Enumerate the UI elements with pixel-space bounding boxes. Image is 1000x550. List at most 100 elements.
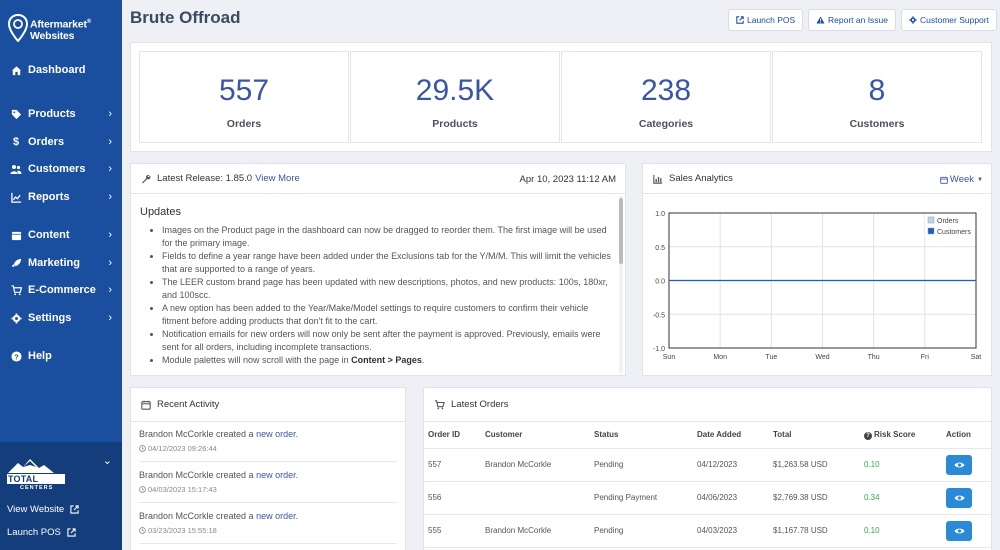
calendar-icon [141, 400, 151, 410]
clock-icon [139, 527, 146, 534]
y-tick-label: 1.0 [655, 211, 665, 218]
logo-reg: ® [86, 19, 91, 25]
legend-swatch [927, 216, 935, 224]
chevron-right-icon: › [108, 136, 112, 148]
external-link-icon [70, 505, 79, 514]
stat-label: Orders [226, 118, 262, 130]
order-date: 04/06/2023 [693, 481, 769, 515]
calendar-icon [10, 229, 22, 241]
x-tick-label: Thu [868, 354, 880, 361]
sidebar-item-dashboard[interactable]: Dashboard [0, 59, 122, 81]
eye-icon [953, 528, 965, 533]
logo-line1: Aftermarket [30, 18, 87, 31]
sidebar-item-settings[interactable]: Settings › [0, 307, 122, 329]
view-order-button[interactable] [946, 520, 972, 541]
launch-pos-link[interactable]: Launch POS [7, 527, 76, 538]
scrollbar[interactable] [619, 196, 623, 373]
customer-support-button[interactable]: Customer Support [901, 9, 997, 31]
order-risk: 0.10 [860, 514, 942, 548]
latest-orders-panel: Latest Orders Order ID Customer Status D… [423, 387, 992, 550]
sidebar-item-label: Settings [28, 312, 72, 324]
list-item: Brandon McCorkle created a new order. 04… [139, 463, 397, 503]
stat-customers: 8 Customers [772, 51, 982, 143]
sidebar-item-label: Marketing [28, 257, 80, 269]
external-link-icon [736, 16, 744, 24]
sidebar-item-customers[interactable]: Customers › [0, 158, 122, 180]
sidebar-item-reports[interactable]: Reports › [0, 186, 122, 208]
release-date: Apr 10, 2023 11:12 AM [519, 174, 616, 185]
col-date-added: Date Added [693, 422, 769, 449]
cart-icon [10, 284, 22, 296]
sidebar-item-e-commerce[interactable]: E-Commerce › [0, 279, 122, 301]
tag-icon [10, 108, 22, 120]
sales-analytics-panel: Sales Analytics Week ▼ 1.0 0.5 0.0 -0.5 -1.0… [642, 163, 992, 376]
activity-end: . [295, 511, 299, 521]
activity-time: 03/23/2023 15:55:18 [148, 526, 217, 535]
stat-products: 29.5K Products [350, 51, 560, 143]
y-tick-label: 0.0 [655, 279, 665, 286]
map-pin-logo-icon [8, 14, 28, 42]
gear-icon [10, 312, 22, 324]
home-icon [10, 64, 22, 76]
activity-end: . [295, 429, 299, 439]
clock-icon [139, 486, 146, 493]
orders-table: Order ID Customer Status Date Added Tota… [424, 422, 992, 548]
chevron-right-icon: › [108, 163, 112, 175]
launch-pos-button[interactable]: Launch POS [728, 9, 804, 31]
period-dropdown[interactable]: Week ▼ [940, 174, 983, 185]
order-status: Pending [590, 448, 693, 482]
sidebar-item-label: Dashboard [28, 64, 86, 76]
scrollbar-thumb[interactable] [619, 198, 623, 264]
page-title: Brute Offroad [130, 8, 241, 27]
view-order-button[interactable] [946, 454, 972, 475]
sidebar-footer [0, 442, 122, 550]
list-item: The LEER custom brand page has been upda… [162, 276, 611, 301]
sidebar-item-label: Content [28, 229, 70, 241]
new-order-link[interactable]: new order [256, 429, 296, 439]
activity-end: . [295, 470, 299, 480]
table-header-row: Order ID Customer Status Date Added Tota… [424, 422, 992, 449]
stat-value: 557 [218, 74, 270, 107]
chevron-right-icon: › [108, 191, 112, 203]
stat-label: Customers [849, 118, 905, 130]
sidebar-item-products[interactable]: Products › [0, 103, 122, 125]
sidebar-item-help[interactable]: ? Help [0, 345, 122, 367]
users-icon [10, 163, 22, 175]
y-tick-label: 0.5 [655, 245, 665, 252]
legend-label: Orders [937, 218, 959, 225]
order-customer: Brandon McCorkle [481, 448, 590, 482]
sidebar-item-label: Reports [28, 191, 70, 203]
chevron-down-icon[interactable]: ⌄ [102, 455, 112, 467]
sidebar-item-orders[interactable]: $ Orders › [0, 131, 122, 153]
sidebar-item-label: Products [28, 108, 76, 120]
new-order-link[interactable]: new order [256, 511, 296, 521]
clock-icon [139, 445, 146, 452]
chevron-right-icon: › [108, 229, 112, 241]
sidebar-item-marketing[interactable]: Marketing › [0, 252, 122, 274]
x-tick-label: Fri [921, 354, 930, 361]
cart-icon [434, 399, 445, 409]
order-total: $2,769.38 USD [769, 481, 860, 515]
view-more-link[interactable]: View More [255, 173, 300, 184]
view-website-link[interactable]: View Website [7, 504, 79, 515]
order-risk: 0.10 [860, 448, 942, 482]
view-order-button[interactable] [946, 487, 972, 508]
release-version: Latest Release: 1.85.0 [157, 173, 253, 184]
release-header: Latest Release: 1.85.0 View More Apr 10,… [131, 164, 625, 194]
report-issue-button-label: Report an Issue [828, 15, 889, 25]
order-total: $1,167.78 USD [769, 514, 860, 548]
table-row: 555 Brandon McCorkle Pending 04/03/2023 … [424, 514, 992, 548]
new-order-link[interactable]: new order [256, 470, 296, 480]
release-body[interactable]: Updates Images on the Product page in th… [140, 206, 611, 375]
total-truck-centers-logo: TOTAL TRUCK CENTERS [6, 456, 66, 494]
report-issue-button[interactable]: Report an Issue [808, 9, 897, 31]
aftermarket-websites-logo[interactable]: Aftermarket® Websites [8, 12, 118, 48]
list-item: Brandon McCorkle created a new order. 04… [139, 422, 397, 462]
list-item: Notification emails for new orders will … [162, 328, 611, 353]
sidebar-item-label: Orders [28, 136, 65, 148]
customer-support-button-label: Customer Support [920, 15, 989, 25]
sidebar-item-content[interactable]: Content › [0, 224, 122, 246]
activity-time: 04/12/2023 09:26:44 [148, 444, 217, 453]
svg-text:?: ? [14, 352, 19, 361]
